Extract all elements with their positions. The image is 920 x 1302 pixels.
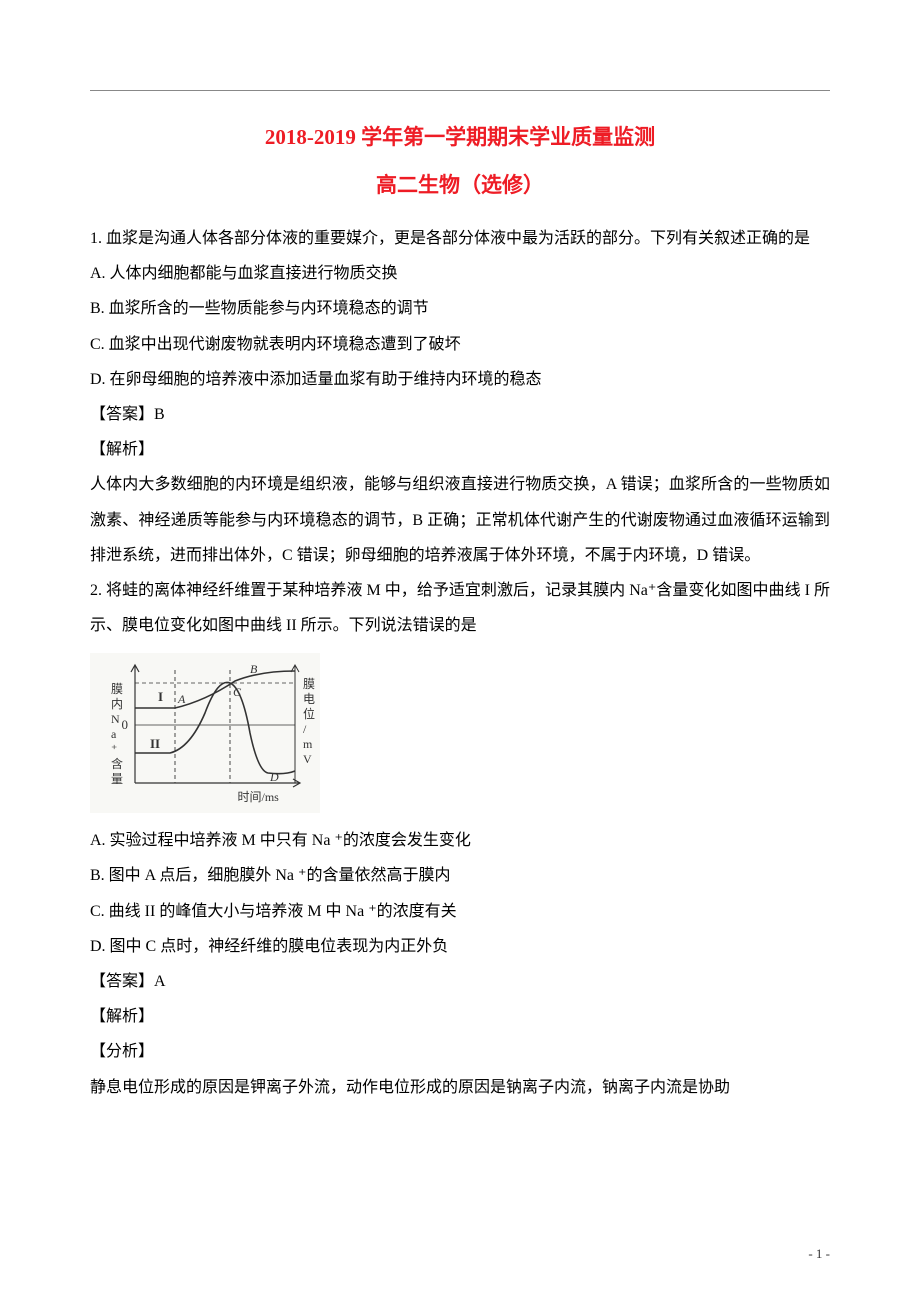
svg-text:II: II [150, 736, 160, 751]
svg-text:a: a [111, 727, 117, 741]
q1-stem: 1. 血浆是沟通人体各部分体液的重要媒介，更是各部分体液中最为活跃的部分。下列有… [90, 221, 830, 256]
q2-stem: 2. 将蛙的离体神经纤维置于某种培养液 M 中，给予适宜刺激后，记录其膜内 Na… [90, 573, 830, 643]
membrane-potential-chart: 0IIIABCD膜内Na⁺含量膜电位/mV时间/ms [90, 653, 320, 813]
svg-text:⁺: ⁺ [111, 742, 117, 756]
exam-title-line2: 高二生物（选修） [90, 169, 830, 199]
svg-text:A: A [177, 692, 186, 706]
exam-title-line1: 2018-2019 学年第一学期期末学业质量监测 [90, 121, 830, 151]
q2-explanation: 静息电位形成的原因是钾离子外流，动作电位形成的原因是钠离子内流，钠离子内流是协助 [90, 1070, 830, 1105]
svg-text:内: 内 [111, 697, 123, 711]
q2-option-c: C. 曲线 II 的峰值大小与培养液 M 中 Na ⁺的浓度有关 [90, 894, 830, 929]
q2-jiexi-label: 【解析】 [90, 999, 830, 1034]
q1-jiexi-label: 【解析】 [90, 432, 830, 467]
svg-text:膜: 膜 [303, 677, 315, 691]
q2-answer: 【答案】A [90, 964, 830, 999]
q1-answer: 【答案】B [90, 397, 830, 432]
svg-text:D: D [269, 770, 279, 784]
svg-text:m: m [303, 737, 313, 751]
svg-text:电: 电 [303, 692, 315, 706]
q2-option-d: D. 图中 C 点时，神经纤维的膜电位表现为内正外负 [90, 929, 830, 964]
svg-text:N: N [111, 712, 120, 726]
q2-option-a: A. 实验过程中培养液 M 中只有 Na ⁺的浓度会发生变化 [90, 823, 830, 858]
svg-text:含: 含 [111, 756, 123, 771]
svg-text:时间/ms: 时间/ms [238, 790, 280, 804]
q1-option-a: A. 人体内细胞都能与血浆直接进行物质交换 [90, 256, 830, 291]
svg-text:V: V [303, 752, 312, 766]
q1-option-d: D. 在卵母细胞的培养液中添加适量血浆有助于维持内环境的稳态 [90, 362, 830, 397]
page-number: - 1 - [808, 1246, 830, 1262]
svg-text:B: B [250, 662, 258, 676]
svg-text:0: 0 [122, 717, 129, 732]
svg-text:膜: 膜 [111, 682, 123, 696]
svg-text:位: 位 [303, 706, 315, 721]
q2-option-b: B. 图中 A 点后，细胞膜外 Na ⁺的含量依然高于膜内 [90, 858, 830, 893]
svg-text:C: C [233, 685, 242, 699]
q2-fenxi-label: 【分析】 [90, 1034, 830, 1069]
svg-text:I: I [158, 689, 163, 704]
q1-option-c: C. 血浆中出现代谢废物就表明内环境稳态遭到了破坏 [90, 327, 830, 362]
q1-option-b: B. 血浆所含的一些物质能参与内环境稳态的调节 [90, 291, 830, 326]
svg-text:量: 量 [111, 772, 123, 786]
q2-chart: 0IIIABCD膜内Na⁺含量膜电位/mV时间/ms [90, 653, 830, 813]
q1-explanation: 人体内大多数细胞的内环境是组织液，能够与组织液直接进行物质交换，A 错误；血浆所… [90, 467, 830, 573]
top-rule [90, 90, 830, 91]
